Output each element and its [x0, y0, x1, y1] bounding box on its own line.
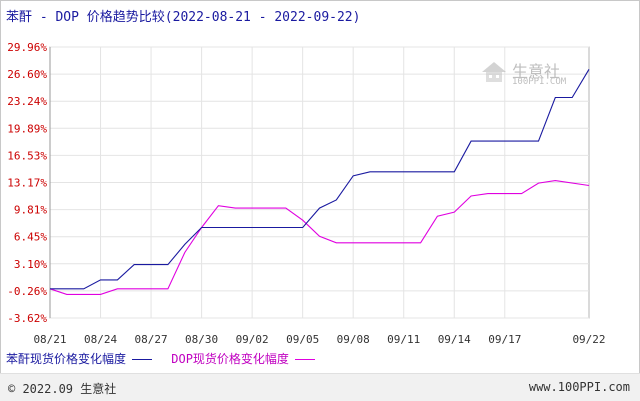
y-tick-label: -3.62% — [7, 312, 47, 325]
x-tick-label: 09/05 — [286, 333, 319, 346]
y-tick-label: 19.89% — [7, 122, 47, 135]
x-tick-label: 08/27 — [135, 333, 168, 346]
footer-copyright: © 2022.09 生意社 — [8, 382, 117, 396]
y-tick-label: 9.81% — [14, 204, 47, 217]
x-tick-label: 08/30 — [185, 333, 218, 346]
footer-site-link[interactable]: www.100PPI.com — [528, 380, 630, 394]
x-tick-label: 09/08 — [337, 333, 370, 346]
x-tick-label: 09/17 — [488, 333, 521, 346]
y-tick-label: -0.26% — [7, 285, 47, 298]
legend: 苯酐现货价格变化幅度 DOP现货价格变化幅度 — [6, 350, 315, 367]
x-tick-label: 09/11 — [387, 333, 420, 346]
x-tick-label: 09/02 — [236, 333, 269, 346]
y-tick-label: 13.17% — [7, 177, 47, 190]
y-tick-label: 23.24% — [7, 95, 47, 108]
y-tick-label: 3.10% — [14, 258, 47, 271]
y-tick-label: 26.60% — [7, 68, 47, 81]
y-tick-label: 16.53% — [7, 149, 47, 162]
series-line-benzene-anhydride — [50, 69, 590, 290]
series-line-dop — [49, 180, 590, 295]
footer: © 2022.09 生意社 www.100PPI.com — [0, 373, 640, 401]
legend-label-s1: 苯酐现货价格变化幅度 — [6, 352, 127, 366]
watermark-logo-icon — [482, 62, 506, 82]
legend-swatch-s2 — [294, 359, 315, 360]
x-tick-label: 08/24 — [84, 333, 117, 346]
x-tick-label: 09/22 — [572, 333, 605, 346]
y-tick-label: 6.45% — [14, 231, 47, 244]
watermark-name: 生意社 — [512, 62, 561, 81]
legend-swatch-s1 — [132, 359, 153, 360]
y-tick-label: 29.96% — [7, 41, 47, 54]
watermark: 生意社 100PPI.COM — [480, 58, 566, 90]
x-tick-label: 09/14 — [438, 333, 471, 346]
watermark-url: 100PPI.COM — [512, 77, 567, 87]
chart-title: 苯酐 - DOP 价格趋势比较(2022-08-21 - 2022-09-22) — [6, 10, 361, 25]
legend-label-s2: DOP现货价格变化幅度 — [171, 352, 289, 366]
x-tick-label: 08/21 — [33, 333, 66, 346]
